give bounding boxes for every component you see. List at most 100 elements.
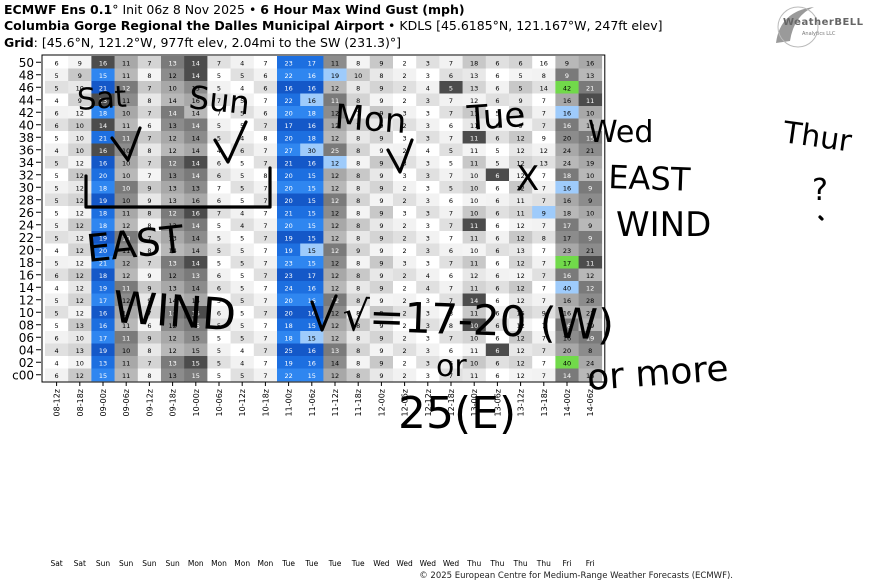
heat-cell [485, 318, 510, 332]
heat-cell [114, 118, 139, 132]
cell-value: 15 [192, 372, 200, 380]
heat-cell [509, 306, 533, 319]
cell-value: 6 [495, 322, 499, 330]
day-label: Thu [466, 559, 481, 568]
cell-value: 7 [263, 372, 267, 380]
cell-value: 9 [147, 285, 151, 293]
heat-cell [184, 206, 208, 219]
heat-cell [207, 256, 231, 269]
heat-cell [462, 243, 487, 257]
cell-value: 12 [331, 260, 339, 268]
cell-value: 6 [495, 285, 499, 293]
cell-value: 12 [76, 297, 84, 305]
heat-cell [369, 231, 394, 244]
day-label: Thu [513, 559, 528, 568]
heat-cell [346, 318, 371, 332]
cell-value: 10 [122, 185, 130, 193]
heat-cell [91, 368, 115, 382]
cell-value: 21 [586, 310, 594, 318]
cell-value: 14 [168, 110, 176, 118]
heat-cell [114, 331, 139, 344]
heat-cell [346, 306, 371, 319]
heat-cell [439, 293, 463, 307]
heat-cell [161, 193, 185, 207]
heat-cell [346, 268, 371, 282]
cell-value: 14 [192, 122, 200, 130]
cell-value: 16 [99, 322, 107, 330]
annotation-east-right: EAST [608, 158, 692, 199]
heat-cell [578, 56, 603, 69]
heat-cell [393, 231, 417, 244]
heat-cell [346, 231, 371, 244]
cell-value: 9 [379, 247, 383, 255]
cell-value: 11 [122, 285, 130, 293]
cell-value: 5 [449, 147, 453, 155]
heat-cell [416, 356, 440, 369]
cell-value: 7 [542, 185, 546, 193]
heat-cell [323, 318, 347, 332]
cell-value: 12 [168, 347, 176, 355]
cell-value: 18 [99, 185, 107, 193]
heat-cell [323, 206, 347, 219]
heat-cell [532, 256, 556, 269]
cell-value: 4 [240, 360, 244, 368]
cell-value: 8 [356, 222, 360, 230]
heat-cell [253, 118, 278, 132]
heat-cell [114, 256, 139, 269]
cell-value: 16 [308, 285, 316, 293]
heat-cell [462, 343, 487, 357]
cell-value: 12 [331, 85, 339, 93]
heat-cell [161, 56, 185, 69]
cell-value: 3 [426, 310, 430, 318]
cell-value: 3 [403, 172, 407, 180]
cell-value: 7 [263, 60, 267, 68]
heat-cell [137, 193, 162, 207]
cell-value: 20 [99, 247, 107, 255]
heat-cell [393, 93, 417, 107]
cell-value: 12 [76, 160, 84, 168]
heat-cell [161, 281, 185, 294]
logo-subtext: Analytics LLC [802, 31, 836, 37]
cell-value: 6 [217, 272, 221, 280]
cell-value: 7 [542, 172, 546, 180]
heat-cell [416, 181, 440, 194]
heat-cell [277, 143, 301, 157]
cell-value: 10 [122, 160, 130, 168]
heat-cell [277, 268, 301, 282]
cell-value: 13 [331, 347, 339, 355]
cell-value: 12 [470, 97, 478, 105]
cell-value: 13 [168, 235, 176, 243]
heat-cell [253, 56, 278, 69]
cell-value: 21 [586, 147, 594, 155]
heat-cell [114, 368, 139, 382]
heat-cell [462, 281, 487, 294]
heat-cell [161, 243, 185, 257]
heat-cell [137, 281, 162, 294]
cell-value: 16 [563, 335, 571, 343]
annotation-wind-left: WIND [111, 282, 238, 341]
cell-value: 5 [55, 135, 59, 143]
x-tick-label: 09-18z [169, 389, 178, 416]
heat-cell [555, 156, 579, 169]
cell-value: 9 [78, 97, 82, 105]
heat-cell [509, 318, 533, 332]
cell-value: 12 [331, 122, 339, 130]
heat-cell [462, 106, 487, 119]
cell-value: 15 [192, 85, 200, 93]
heat-cell [578, 168, 603, 182]
heat-cell [509, 168, 533, 182]
heat-cell [114, 206, 139, 219]
cell-value: 6 [449, 347, 453, 355]
heat-cell [462, 331, 487, 344]
day-label: Wed [373, 559, 390, 568]
heat-cell [161, 343, 185, 357]
heat-cell [230, 156, 255, 169]
heat-cell [207, 331, 231, 344]
heat-cell [45, 281, 69, 294]
location-name: Columbia Gorge Regional the Dalles Munic… [4, 18, 385, 33]
heat-cell [45, 81, 69, 94]
cell-value: 11 [470, 160, 478, 168]
cell-value: 7 [542, 372, 546, 380]
heat-cell [91, 268, 115, 282]
